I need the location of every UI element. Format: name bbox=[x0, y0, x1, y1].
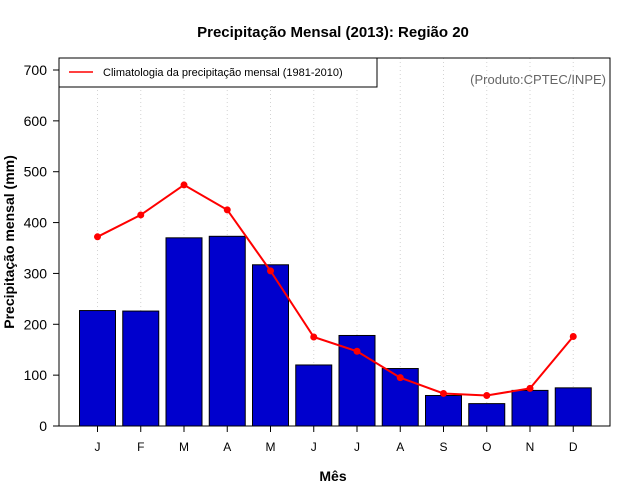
y-tick-label: 0 bbox=[39, 418, 47, 434]
bar-5 bbox=[295, 364, 333, 427]
climatology-point-8 bbox=[440, 389, 447, 397]
climatology-point-7 bbox=[396, 374, 404, 382]
bar-0 bbox=[79, 310, 116, 427]
x-tick-label: S bbox=[439, 440, 447, 454]
legend-label: Climatologia da precipitação mensal (198… bbox=[103, 67, 343, 79]
x-tick-label: O bbox=[482, 440, 491, 454]
climatology-point-11 bbox=[569, 332, 577, 340]
y-tick-label: 500 bbox=[24, 164, 48, 180]
legend-box bbox=[58, 57, 378, 88]
bar-2 bbox=[165, 237, 203, 427]
climatology-point-3 bbox=[223, 206, 231, 214]
climatology-line bbox=[97, 183, 575, 397]
bar-3 bbox=[208, 235, 246, 427]
x-tick-label: J bbox=[311, 440, 317, 454]
climatology-line-group bbox=[94, 181, 577, 399]
x-tick-label: F bbox=[137, 440, 144, 454]
source-annotation: (Produto:CPTEC/INPE) bbox=[470, 72, 606, 87]
climatology-point-1 bbox=[137, 211, 145, 219]
y-tick-label: 300 bbox=[24, 265, 48, 281]
bar-8 bbox=[425, 394, 462, 427]
chart-title: Precipitação Mensal (2013): Região 20 bbox=[197, 24, 469, 41]
bars bbox=[79, 235, 592, 427]
x-tick-label: M bbox=[266, 440, 276, 454]
y-tick-label: 400 bbox=[24, 215, 48, 231]
bar-1 bbox=[122, 310, 160, 427]
y-axis-label: Precipitação mensal (mm) bbox=[1, 155, 17, 329]
bar-10 bbox=[511, 389, 549, 427]
x-axis-label: Mês bbox=[319, 468, 346, 484]
y-tick-label: 700 bbox=[24, 62, 48, 78]
y-tick-label: 200 bbox=[24, 316, 48, 332]
y-tick-label: 600 bbox=[24, 113, 48, 129]
x-tick-label: J bbox=[354, 440, 360, 454]
bar-11 bbox=[554, 387, 592, 427]
bar-4 bbox=[252, 264, 289, 427]
y-tick-label: 100 bbox=[24, 367, 48, 383]
bar-9 bbox=[468, 403, 506, 427]
y-axis: 0 100 200 300 400 500 600 700 bbox=[24, 62, 59, 434]
climatology-point-2 bbox=[180, 181, 188, 189]
x-tick-label: A bbox=[396, 440, 404, 454]
legend: Climatologia da precipitação mensal (198… bbox=[58, 57, 378, 88]
x-tick-label: J bbox=[95, 440, 101, 454]
climatology-point-9 bbox=[483, 391, 491, 399]
climatology-point-0 bbox=[94, 233, 101, 241]
climatology-point-10 bbox=[526, 384, 534, 392]
x-tick-label: A bbox=[223, 440, 231, 454]
climatology-point-5 bbox=[310, 333, 318, 341]
x-tick-label: D bbox=[569, 440, 578, 454]
x-tick-label: M bbox=[179, 440, 189, 454]
climatology-point-6 bbox=[353, 347, 361, 355]
climatology-point-4 bbox=[267, 267, 274, 275]
x-tick-label: N bbox=[526, 440, 535, 454]
